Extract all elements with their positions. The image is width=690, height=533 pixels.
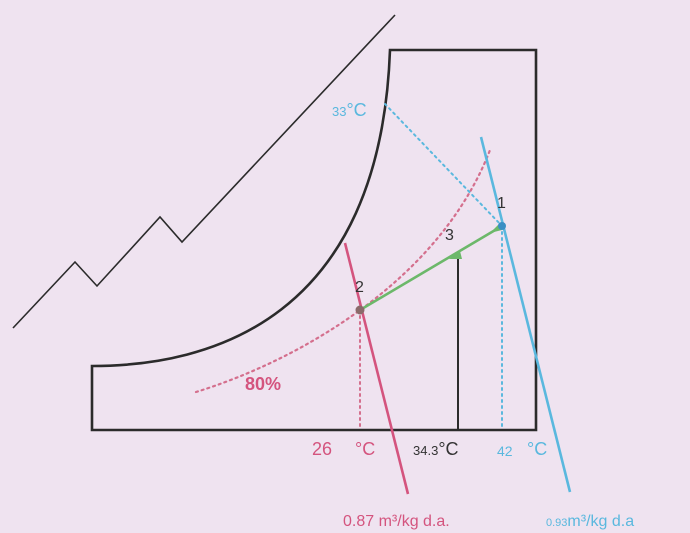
chart-outline: [90, 48, 538, 432]
rh-80-curve: [194, 148, 492, 394]
point-1-label: 1: [497, 195, 506, 212]
wet-bulb-33-dotted-line: [384, 103, 503, 227]
temp-33-label: 33°C: [332, 101, 367, 120]
temp-42-unit: °C: [527, 439, 548, 459]
point-3-label: 3: [445, 227, 454, 244]
arrow-head-near-3: [449, 251, 462, 259]
specific-volume-093-line: [479, 136, 572, 493]
specific-volume-087-label: 0.87 m³/kg d.a.: [343, 513, 450, 530]
temp-34-unit: °C: [438, 439, 459, 459]
temp-42-value: 42: [497, 443, 513, 459]
zigzag-decoration: [12, 14, 396, 329]
temp-34-value: 34.3: [413, 443, 439, 458]
temp-26-value: 26: [312, 439, 333, 459]
mixing-line: [359, 224, 503, 312]
specific-volume-093-unit: m³/kg d.a: [567, 513, 635, 530]
point-1-marker: [498, 222, 506, 230]
specific-volume-093-value: 0.93: [546, 517, 568, 529]
temp-26-unit: °C: [355, 439, 376, 459]
point-2-label: 2: [355, 279, 364, 296]
specific-volume-087-line: [343, 242, 410, 495]
specific-volume-093-label: 0.93m³/kg d.a: [546, 514, 634, 530]
rh-80-label: 80%: [245, 374, 282, 394]
temp-33-unit: °C: [346, 100, 367, 120]
point-2-marker: [355, 305, 365, 315]
temp-34-label: 34.3°C: [413, 440, 459, 459]
temp-33-value: 33: [332, 104, 347, 119]
